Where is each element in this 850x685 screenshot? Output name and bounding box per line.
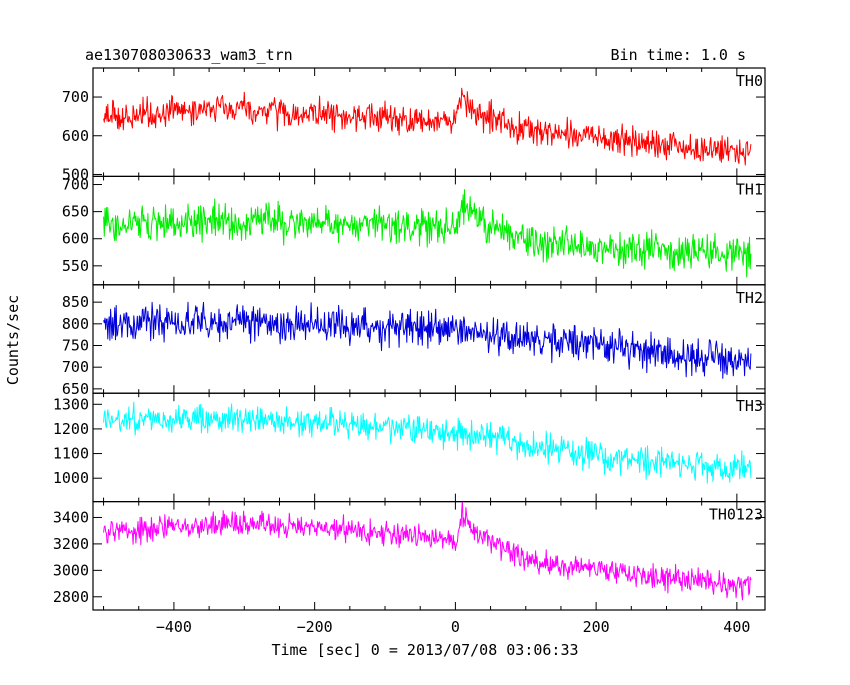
series-line-th1 xyxy=(103,189,752,278)
series-label-th0123: TH0123 xyxy=(709,506,763,524)
panel-th3: 1000 1100 1200 1300 TH3 xyxy=(53,392,766,503)
y-tick-label: 700 xyxy=(62,176,89,194)
y-tick-label: 3200 xyxy=(53,535,89,553)
series-label-th1: TH1 xyxy=(736,180,763,198)
y-tick-label: 3400 xyxy=(53,508,89,526)
y-tick-label: 600 xyxy=(62,230,89,248)
panels: 500 600 700 TH0 550 600 650 700 TH1 650 700 750 800 8… xyxy=(53,67,766,636)
series-label-th0: TH0 xyxy=(736,72,763,90)
y-tick-label: 800 xyxy=(62,315,89,333)
y-axis-label: Counts/sec xyxy=(4,295,22,385)
y-tick-label: 650 xyxy=(62,380,89,398)
y-tick-label: 1000 xyxy=(53,469,89,487)
y-tick-label: 2800 xyxy=(53,588,89,606)
bin-time-label: Bin time: 1.0 s xyxy=(611,46,746,64)
panel-th1: 550 600 650 700 TH1 xyxy=(62,176,766,286)
x-axis-label: Time [sec] 0 = 2013/07/08 03:06:33 xyxy=(271,641,578,659)
x-tick-label: 200 xyxy=(583,618,610,636)
series-label-th3: TH3 xyxy=(736,397,763,415)
y-tick-label: 500 xyxy=(62,165,89,183)
y-tick-label: 600 xyxy=(62,127,89,145)
series-line-th2 xyxy=(103,301,752,379)
y-tick-label: 1100 xyxy=(53,445,89,463)
panel-th0: 500 600 700 TH0 xyxy=(62,67,766,183)
x-tick-label: −200 xyxy=(297,618,333,636)
x-tick-label: 400 xyxy=(723,618,750,636)
chart-title: ae130708030633_wam3_trn xyxy=(85,46,293,64)
series-label-th2: TH2 xyxy=(736,289,763,307)
y-tick-label: 850 xyxy=(62,293,89,311)
panel-frame xyxy=(92,501,766,611)
x-tick-label: −400 xyxy=(156,618,192,636)
x-tick-label: 0 xyxy=(451,618,460,636)
y-tick-label: 700 xyxy=(62,358,89,376)
y-tick-label: 750 xyxy=(62,337,89,355)
y-tick-label: 700 xyxy=(62,88,89,106)
panel-frame xyxy=(92,284,766,394)
y-tick-label: 1200 xyxy=(53,420,89,438)
series-line-th3 xyxy=(103,401,752,484)
y-tick-label: 3000 xyxy=(53,561,89,579)
series-line-th0123 xyxy=(103,501,752,601)
y-tick-label: 550 xyxy=(62,257,89,275)
y-tick-label: 1300 xyxy=(53,395,89,413)
panel-th2: 650 700 750 800 850 TH2 xyxy=(62,284,766,398)
y-tick-label: 650 xyxy=(62,203,89,221)
series-line-th0 xyxy=(103,87,752,166)
panel-th0123: 2800 3000 3200 3400 TH0123 xyxy=(53,501,766,611)
panel-frame xyxy=(92,392,766,503)
